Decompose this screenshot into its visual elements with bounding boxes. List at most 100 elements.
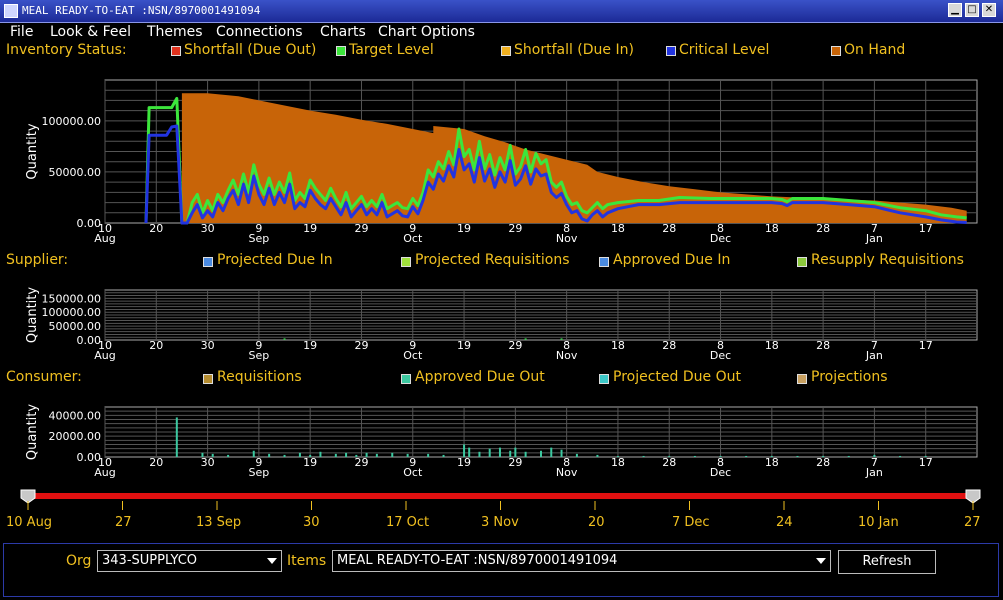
legend-target-level: Target Level [349,42,434,58]
legend-swatch-shortfall-due-out[interactable] [171,46,181,56]
menu-charts[interactable]: Charts [320,24,366,40]
y-axis-label: Quantity [25,123,40,179]
chevron-down-icon[interactable] [267,558,277,564]
consumer-bar [693,455,696,457]
legend-swatch-requisitions[interactable] [203,374,213,384]
legend-swatch-projections[interactable] [797,374,807,384]
items-select[interactable]: MEAL READY-TO-EAT :NSN/8970001491094 [332,550,831,572]
slider-label: 10 Aug [6,515,53,530]
consumer-bar [309,454,312,457]
on-hand-area [181,93,967,223]
legend-swatch-approved-due-in[interactable] [599,257,609,267]
consumer-bar [427,453,430,457]
x-tick-label: Sep [249,232,270,245]
x-tick-label: 18 [765,222,779,235]
slider-start-handle[interactable] [20,489,36,504]
legend-swatch-on-hand[interactable] [831,46,841,56]
y-tick-label: 20000.00 [49,430,102,443]
x-tick-label: Aug [94,349,115,362]
x-tick-label: Aug [94,466,115,479]
slider-label: 30 [303,515,320,530]
x-tick-label: 18 [611,339,625,352]
legend-on-hand: On Hand [844,42,906,58]
chevron-down-icon[interactable] [816,558,826,564]
x-tick-label: Oct [403,466,423,479]
slider-ticks [27,501,974,510]
x-tick-label: 29 [354,222,368,235]
legend-approved-due-in: Approved Due In [613,252,731,268]
x-tick-label: 29 [508,456,522,469]
consumer-bar [468,447,471,457]
consumer-bar [770,455,773,457]
consumer-bar [442,454,445,457]
x-tick-label: 9 [409,339,416,352]
window-title: MEAL READY-TO-EAT :NSN/8970001491094 [22,4,261,17]
menu-connections[interactable]: Connections [216,24,303,40]
x-tick-label: 9 [409,456,416,469]
org-select[interactable]: 343-SUPPLYCO [97,550,282,572]
legend-swatch-shortfall-due-in[interactable] [501,46,511,56]
legend-swatch-projected-due-out[interactable] [599,374,609,384]
window-menu-icon[interactable] [4,4,18,18]
consumer-bar [478,451,481,457]
consumer-bar [873,454,876,457]
legend-swatch-projected-requisitions[interactable] [401,257,411,267]
slider-end-handle[interactable] [965,489,981,504]
x-tick-label: 28 [816,222,830,235]
maximize-icon[interactable]: □ [965,3,979,17]
consumer-bar [719,455,722,457]
y-tick-label: 50000.00 [49,320,102,333]
menu-themes[interactable]: Themes [147,24,203,40]
x-tick-label: 28 [816,339,830,352]
legend-shortfall-due-in: Shortfall (Due In) [514,42,634,58]
consumer-bar [550,447,553,457]
consumer-bar [345,452,348,457]
slider-label: 7 Dec [672,515,710,530]
legend-swatch-target-level[interactable] [336,46,346,56]
x-tick-label: Nov [556,349,578,362]
x-tick-label: 29 [354,456,368,469]
consumer-bar [488,448,491,457]
x-tick-label: 17 [919,456,933,469]
y-tick-label: 150000.00 [42,292,102,305]
x-tick-label: 29 [354,339,368,352]
menu-look-feel[interactable]: Look & Feel [50,24,132,40]
consumer-bar [406,453,409,457]
legend-swatch-projected-due-in[interactable] [203,257,213,267]
x-tick-label: Aug [94,232,115,245]
supplier-label: Supplier: [6,252,69,268]
x-tick-label: 8 [717,339,724,352]
legend-swatch-critical-level[interactable] [666,46,676,56]
slider-label: 10 Jan [858,515,899,530]
legend-critical-level: Critical Level [679,42,770,58]
inventory-status-label: Inventory Status: [6,42,127,58]
consumer-bar [560,449,563,457]
consumer-bar [847,455,850,457]
legend-swatch-approved-due-out[interactable] [401,374,411,384]
y-tick-label: 0.00 [77,334,102,347]
y-tick-label: 40000.00 [49,409,102,422]
x-tick-label: 10 [98,222,112,235]
title-bar[interactable]: MEAL READY-TO-EAT :NSN/8970001491094 ▁ □… [0,0,1003,23]
y-tick-label: 50000.00 [49,166,102,179]
x-tick-label: 30 [201,456,215,469]
x-tick-label: 19 [303,456,317,469]
close-icon[interactable]: ✕ [982,3,996,17]
slider-label: 20 [588,515,605,530]
minimize-icon[interactable]: ▁ [948,3,962,17]
consumer-bar [498,447,501,457]
time-range-slider[interactable]: 10 Aug 27 13 Sep 30 17 Oct 3 Nov 20 7 De… [0,488,1003,533]
x-tick-label: 10 [98,456,112,469]
x-tick-label: 28 [662,339,676,352]
legend-swatch-resupply-requisitions[interactable] [797,257,807,267]
x-tick-label: Oct [403,232,423,245]
legend-approved-due-out: Approved Due Out [415,369,545,385]
x-tick-label: 28 [662,222,676,235]
x-tick-label: Nov [556,466,578,479]
menu-file[interactable]: File [10,24,34,40]
refresh-button[interactable]: Refresh [838,550,936,574]
menu-chart-options[interactable]: Chart Options [378,24,475,40]
slider-label: 27 [964,515,981,530]
x-tick-label: Sep [249,466,270,479]
